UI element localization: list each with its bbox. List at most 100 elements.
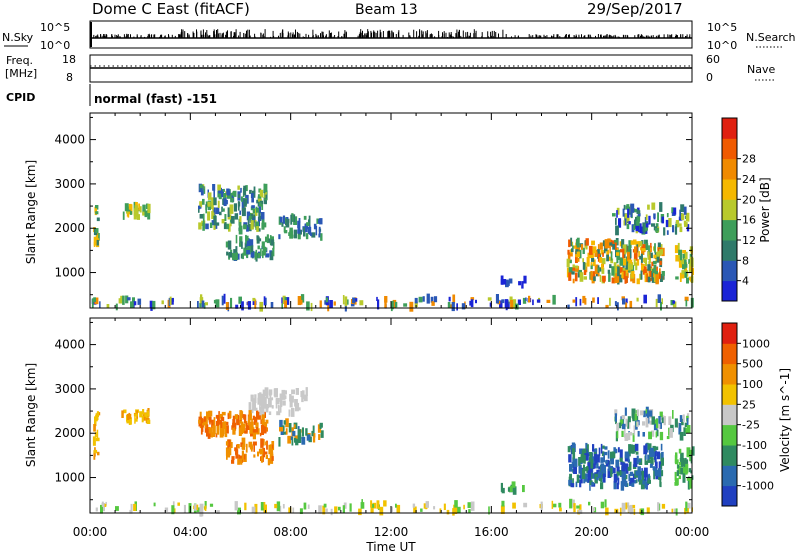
data-cell [253, 441, 257, 446]
data-cell [585, 238, 589, 246]
data-cell [237, 194, 240, 198]
data-cell [647, 443, 652, 450]
data-cell [684, 459, 689, 464]
data-cell [583, 477, 586, 484]
data-cell [653, 273, 657, 283]
data-cell [657, 468, 662, 478]
data-cell [583, 448, 587, 454]
data-cell [262, 447, 265, 458]
data-cell [370, 503, 375, 508]
data-cell [627, 263, 632, 271]
data-cell [585, 245, 588, 250]
data-cell [597, 471, 602, 479]
data-cell [263, 183, 266, 193]
data-cell [659, 273, 663, 282]
data-cell [250, 394, 254, 402]
data-cell [684, 271, 687, 278]
data-cell [306, 434, 311, 441]
data-cell [252, 208, 256, 214]
data-cell [136, 209, 139, 217]
data-cell [208, 427, 211, 434]
data-cell [263, 422, 268, 427]
data-cell [602, 471, 605, 477]
colorbar-segment [722, 199, 737, 221]
data-cell [124, 203, 129, 212]
data-cell [144, 413, 147, 417]
data-cell [313, 433, 316, 438]
data-cell [239, 210, 242, 215]
data-cell [294, 437, 297, 443]
data-cell [91, 298, 94, 308]
data-cell [133, 503, 137, 511]
data-cell [282, 400, 286, 406]
data-cell [246, 211, 250, 221]
data-cell [306, 301, 310, 311]
data-cell [661, 503, 666, 509]
data-cell [658, 461, 661, 469]
data-cell [605, 460, 608, 464]
plot-title: Dome C East (fitACF) [92, 0, 250, 18]
data-cell [634, 443, 639, 451]
data-cell [206, 411, 210, 419]
data-cell [240, 196, 243, 202]
data-cell [139, 206, 142, 213]
data-cell [601, 258, 606, 265]
data-cell [248, 402, 252, 411]
colorbar-tick-label: 16 [742, 214, 756, 227]
data-cell [631, 408, 636, 418]
data-cell [568, 259, 572, 264]
freq-tick-low: 8 [66, 71, 73, 84]
data-cell [654, 419, 657, 424]
data-cell [265, 236, 269, 243]
noise-tick-low-right: 10^0 [707, 39, 737, 52]
data-cell [259, 448, 264, 455]
data-cell [276, 411, 281, 416]
colorbar-segment [722, 404, 737, 426]
data-cell [467, 502, 471, 508]
data-cell [303, 227, 306, 237]
data-cell [256, 199, 259, 204]
data-cell [250, 250, 255, 258]
data-cell [628, 473, 631, 482]
data-cell [668, 416, 672, 425]
data-cell [261, 409, 264, 414]
data-cell [202, 222, 205, 231]
data-cell [639, 255, 643, 260]
data-cell [617, 302, 619, 311]
data-cell [414, 301, 418, 307]
data-cell [215, 420, 219, 426]
data-cell [248, 224, 252, 232]
power-ylabel: Slant Range [km] [24, 160, 38, 264]
data-cell [634, 246, 637, 254]
data-cell [651, 416, 655, 425]
data-cell [624, 407, 627, 416]
data-cell [93, 449, 98, 454]
data-cell [627, 208, 630, 218]
velocity-ylabel: Slant Range [km] [24, 363, 38, 467]
data-cell [291, 407, 295, 417]
data-cell [279, 405, 282, 413]
data-cell [227, 413, 230, 420]
data-cell [671, 508, 674, 513]
data-cell [229, 219, 232, 223]
data-cell [680, 468, 683, 475]
data-cell [307, 504, 310, 509]
data-cell [96, 411, 99, 417]
power-scatter [91, 183, 694, 312]
data-cell [390, 506, 393, 512]
colorbar-tick-label: 8 [742, 254, 749, 267]
data-cell [590, 472, 593, 479]
data-cell [596, 476, 599, 481]
data-cell [420, 508, 423, 512]
data-cell [655, 475, 659, 480]
data-cell [274, 503, 278, 509]
data-cell [446, 509, 450, 515]
data-cell [470, 299, 474, 308]
data-cell [106, 304, 110, 308]
data-cell [645, 443, 647, 453]
data-cell [551, 500, 554, 509]
data-cell [680, 204, 685, 213]
data-cell [212, 184, 216, 191]
data-cell [270, 251, 273, 258]
